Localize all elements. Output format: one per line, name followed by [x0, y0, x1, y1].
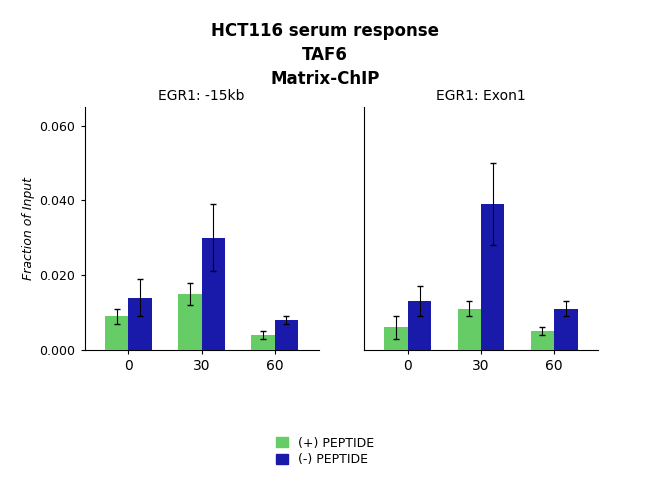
- Bar: [530, 331, 554, 350]
- Bar: [251, 335, 274, 350]
- Legend: (+) PEPTIDE, (-) PEPTIDE: (+) PEPTIDE, (-) PEPTIDE: [272, 433, 378, 470]
- Bar: [408, 301, 432, 350]
- Y-axis label: Fraction of Input: Fraction of Input: [22, 177, 35, 280]
- Bar: [458, 309, 481, 350]
- Text: Matrix-ChIP: Matrix-ChIP: [270, 70, 380, 88]
- Bar: [554, 309, 577, 350]
- Title: EGR1: Exon1: EGR1: Exon1: [436, 89, 526, 103]
- Text: TAF6: TAF6: [302, 46, 348, 64]
- Bar: [481, 204, 504, 350]
- Bar: [129, 297, 152, 350]
- Bar: [385, 328, 408, 350]
- Text: HCT116 serum response: HCT116 serum response: [211, 22, 439, 40]
- Bar: [178, 294, 202, 350]
- Bar: [105, 316, 129, 350]
- Bar: [274, 320, 298, 350]
- Title: EGR1: -15kb: EGR1: -15kb: [158, 89, 245, 103]
- Bar: [202, 238, 225, 350]
